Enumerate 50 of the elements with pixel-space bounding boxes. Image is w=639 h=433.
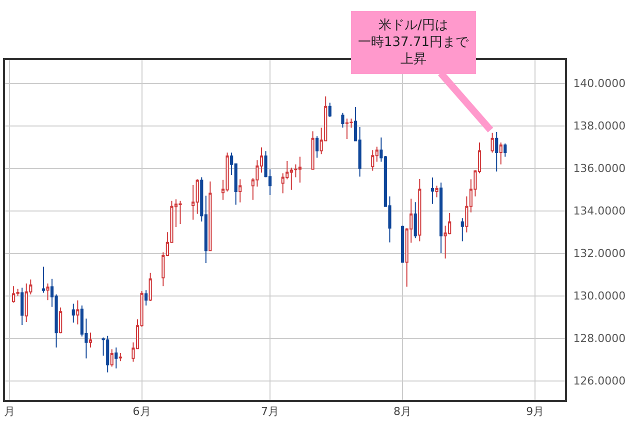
y-tick-label: 136.0000 bbox=[573, 162, 626, 176]
candlestick bbox=[114, 347, 118, 369]
candlestick bbox=[414, 202, 417, 239]
candlestick bbox=[328, 102, 332, 118]
candlestick bbox=[439, 182, 443, 254]
candlestick bbox=[76, 300, 80, 325]
x-tick-label: 9月 bbox=[526, 405, 544, 418]
y-tick-label: 134.0000 bbox=[573, 204, 626, 218]
candlestick bbox=[12, 286, 16, 304]
candlestick bbox=[504, 143, 507, 158]
candlestick bbox=[311, 130, 314, 170]
candlestick bbox=[178, 200, 182, 225]
candlestick bbox=[490, 132, 494, 154]
candlestick bbox=[46, 283, 50, 301]
y-tick-label: 132.0000 bbox=[573, 247, 626, 260]
candlestick bbox=[341, 112, 344, 128]
candlestick bbox=[144, 290, 148, 306]
y-tick-label: 128.0000 bbox=[573, 332, 626, 346]
candlestick bbox=[148, 272, 152, 302]
candlestick bbox=[371, 150, 374, 172]
candlestick bbox=[24, 283, 28, 323]
candlestick bbox=[110, 348, 114, 368]
y-tick-label: 130.0000 bbox=[573, 290, 626, 303]
candlestick bbox=[495, 132, 498, 172]
candlestick bbox=[298, 156, 302, 184]
candlestick bbox=[460, 218, 464, 242]
candlestick bbox=[72, 303, 75, 324]
candlestick bbox=[401, 225, 404, 263]
candlestick bbox=[106, 335, 110, 373]
x-tick-label: 7月 bbox=[261, 405, 280, 418]
y-tick-label: 126.0000 bbox=[573, 374, 626, 388]
candlestick bbox=[499, 142, 502, 165]
candlestick bbox=[435, 185, 438, 198]
annotation: 米ドル/円は一時137.71円まで上昇 bbox=[358, 18, 470, 67]
candlestick bbox=[118, 352, 122, 362]
candlestick bbox=[20, 287, 24, 326]
candlestick bbox=[208, 181, 212, 252]
candlestick bbox=[42, 266, 46, 294]
x-tick-label: 8月 bbox=[394, 405, 412, 418]
x-tick-label: 6月 bbox=[132, 405, 151, 418]
candlestick bbox=[316, 136, 319, 158]
candlestick bbox=[88, 332, 92, 348]
y-tick-label: 140.0000 bbox=[573, 77, 626, 90]
candlestick bbox=[59, 307, 62, 334]
candlestick bbox=[430, 177, 434, 204]
y-tick-label: 138.0000 bbox=[573, 120, 626, 133]
candlestick bbox=[418, 178, 422, 242]
candlestick bbox=[238, 178, 242, 203]
x-tick-label: 月 bbox=[4, 405, 15, 418]
candlestick bbox=[345, 118, 349, 140]
